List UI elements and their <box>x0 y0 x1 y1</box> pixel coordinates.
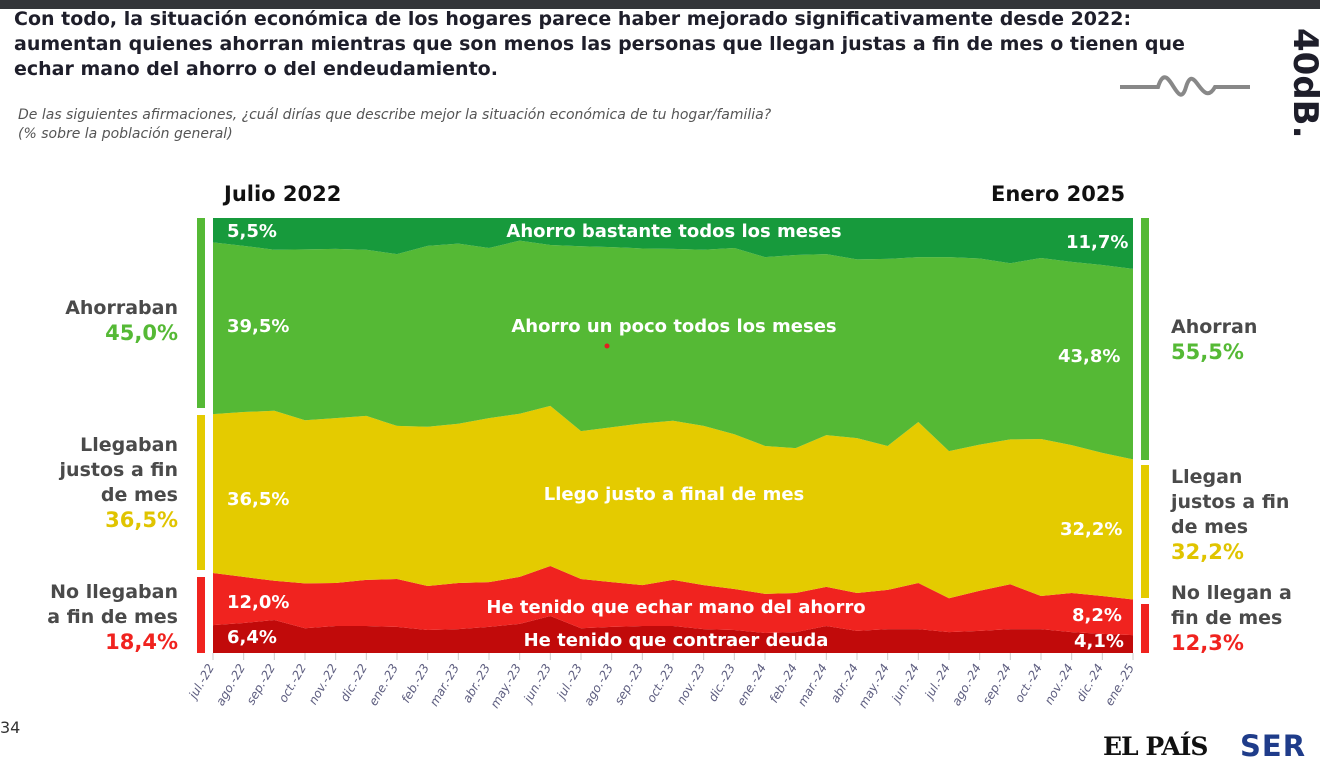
label-justo-name: Llego justo a final de mes <box>543 484 805 505</box>
area-bastante <box>213 218 1133 269</box>
right-summary-bar <box>1141 604 1149 653</box>
right-just-label: Llegan <box>1171 466 1243 488</box>
label-mano-end: 8,2% <box>1072 605 1122 626</box>
label-poco-end: 43,8% <box>1058 346 1121 367</box>
left-save-value: 45,0% <box>105 321 178 345</box>
question-note: (% sobre la población general) <box>18 126 233 142</box>
left-save-label: Ahorraban <box>65 297 178 319</box>
page-number: 34 <box>0 718 21 737</box>
ser-logo: SER <box>1240 729 1307 763</box>
left-just-label: justos a fin <box>59 459 178 481</box>
area-poco <box>213 240 1133 460</box>
right-short-value: 12,3% <box>1171 631 1244 655</box>
question: De las siguientes afirmaciones, ¿cuál di… <box>18 107 772 123</box>
right-save-value: 55,5% <box>1171 340 1244 364</box>
el-pais-logo: EL PAÍS <box>1103 732 1208 761</box>
label-mano-start: 12,0% <box>227 592 290 613</box>
left-short-value: 18,4% <box>105 630 178 654</box>
area-deuda <box>213 616 1133 653</box>
area-mano <box>213 566 1133 636</box>
period-end: Enero 2025 <box>991 182 1126 206</box>
right-just-label: de mes <box>1171 516 1249 538</box>
label-bastante-start: 5,5% <box>227 221 277 242</box>
left-just-value: 36,5% <box>105 508 178 532</box>
right-summary-bar <box>1141 465 1149 598</box>
right-save-summary: Ahorran 55,5% <box>1171 315 1257 365</box>
left-just-label: de mes <box>100 484 178 506</box>
left-short-summary: No llegaban a fin de mes 18,4% <box>47 580 178 655</box>
left-just-summary: Llegaban justos a fin de mes 36,5% <box>60 433 178 533</box>
left-summary-bar <box>197 577 205 653</box>
question-text: De las siguientes afirmaciones, ¿cuál di… <box>18 106 771 144</box>
right-just-summary: Llegan justos a fin de mes 32,2% <box>1171 465 1289 565</box>
right-just-value: 32,2% <box>1171 540 1244 564</box>
right-save-label: Ahorran <box>1171 316 1258 338</box>
marker-dot <box>604 343 610 349</box>
right-short-label: No llegan a <box>1171 582 1292 604</box>
label-deuda-name: He tenido que contraer deuda <box>523 630 829 651</box>
area-justo <box>213 405 1133 600</box>
period-start: Julio 2022 <box>224 182 342 206</box>
right-just-label: justos a fin <box>1171 491 1290 513</box>
top-bar <box>0 0 1320 9</box>
page-title: Con todo, la situación económica de los … <box>14 8 1185 80</box>
label-bastante-name: Ahorro bastante todos los meses <box>506 221 842 242</box>
left-short-label: No llegaban <box>50 581 178 603</box>
label-poco-name: Ahorro un poco todos los meses <box>511 316 837 337</box>
left-summary-bar <box>197 415 205 570</box>
left-save-summary: Ahorraban 45,0% <box>65 296 178 346</box>
left-short-label: a fin de mes <box>47 606 178 628</box>
label-bastante-end: 11,7% <box>1066 232 1129 253</box>
label-mano-name: He tenido que echar mano del ahorro <box>486 597 866 618</box>
wave-decoration-icon <box>1120 75 1250 97</box>
label-deuda-start: 6,4% <box>227 627 277 648</box>
left-summary-bar <box>197 218 205 408</box>
right-short-summary: No llegan a fin de mes 12,3% <box>1171 581 1292 656</box>
right-short-label: fin de mes <box>1171 607 1283 629</box>
label-justo-start: 36,5% <box>227 489 290 510</box>
right-summary-bar <box>1141 218 1149 460</box>
label-poco-start: 39,5% <box>227 316 290 337</box>
left-just-label: Llegaban <box>80 434 178 456</box>
label-justo-end: 32,2% <box>1060 519 1123 540</box>
label-deuda-end: 4,1% <box>1074 631 1124 652</box>
